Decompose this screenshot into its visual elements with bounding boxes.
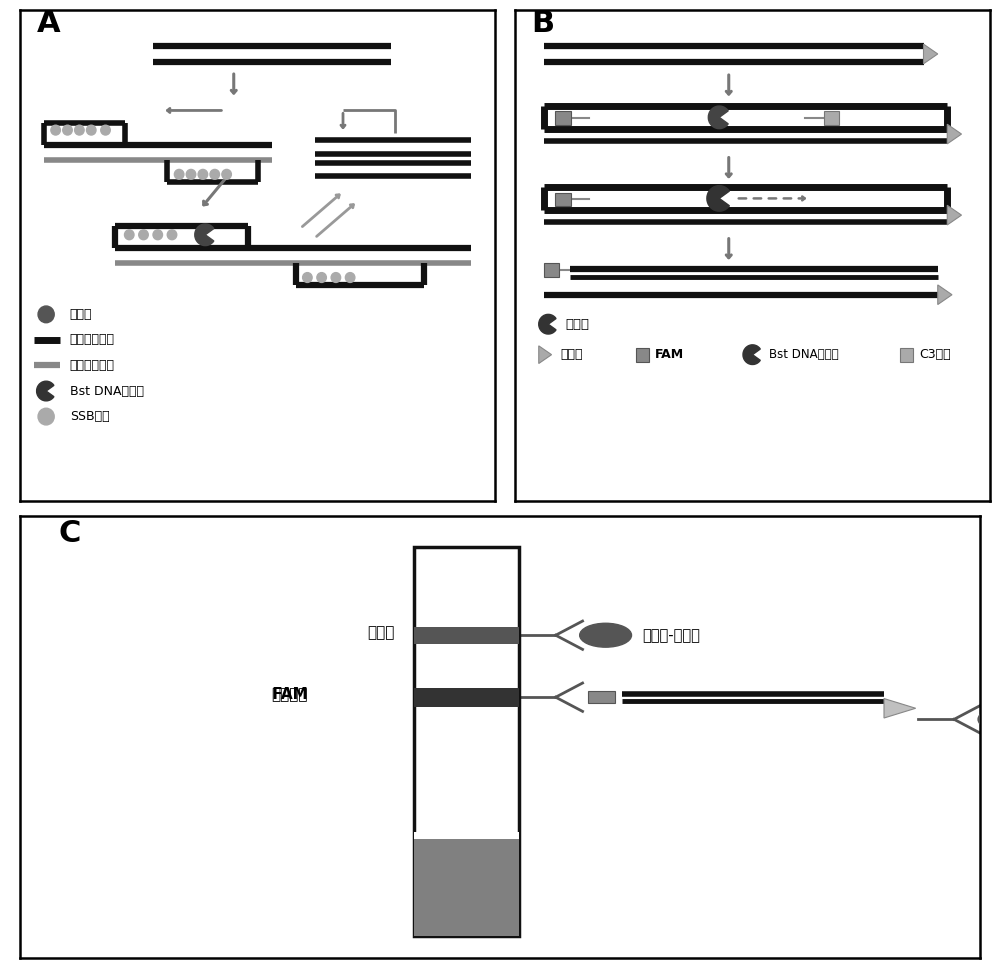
Text: 重组酶: 重组酶 [70,307,92,321]
Text: C: C [58,520,81,548]
Text: FAM: FAM [655,348,684,361]
Circle shape [210,169,219,179]
Circle shape [75,126,84,135]
Wedge shape [195,224,214,245]
Circle shape [153,230,162,239]
Circle shape [124,230,134,239]
Polygon shape [947,205,962,225]
Text: 上游通用引物: 上游通用引物 [70,334,115,346]
Wedge shape [743,344,760,365]
Wedge shape [539,314,556,334]
Bar [414,839,519,936]
Circle shape [167,230,177,239]
Text: C3封闭: C3封闭 [919,348,950,361]
Circle shape [174,169,184,179]
Circle shape [198,169,208,179]
Text: Bst DNA聚合酶: Bst DNA聚合酶 [769,348,839,361]
Circle shape [139,230,148,239]
Polygon shape [539,345,552,364]
Wedge shape [37,381,54,401]
Circle shape [345,272,355,282]
Text: 亲和素-胶体金: 亲和素-胶体金 [642,628,700,643]
Polygon shape [924,44,938,64]
Bar [555,112,571,126]
Circle shape [303,272,312,282]
Circle shape [331,272,341,282]
Circle shape [317,272,326,282]
Text: 质控线: 质控线 [367,626,394,640]
Text: A: A [37,9,60,38]
Bar [414,688,519,706]
Text: SSB蛋白: SSB蛋白 [70,410,110,423]
Circle shape [38,306,54,323]
Bar [824,112,839,126]
Wedge shape [708,106,728,128]
Wedge shape [707,186,729,211]
Bar [414,832,519,839]
Circle shape [63,126,72,135]
Bar [636,347,649,362]
Circle shape [51,126,60,135]
Circle shape [580,624,632,647]
Bar [414,627,519,643]
Bar [544,263,559,276]
Text: 生物素: 生物素 [560,348,583,361]
Circle shape [978,707,1000,732]
Text: 下游通用引物: 下游通用引物 [70,359,115,372]
Polygon shape [884,699,916,718]
Circle shape [186,169,196,179]
Text: B: B [532,9,555,38]
Bar [414,547,519,936]
Text: 修复酶: 修复酶 [565,318,589,331]
Circle shape [87,126,96,135]
Bar [900,347,913,362]
Bar [555,193,571,206]
Circle shape [38,409,54,425]
Text: 检测线：: 检测线： [272,688,308,703]
Circle shape [222,169,231,179]
Bar [588,691,615,703]
Circle shape [101,126,110,135]
Polygon shape [938,285,952,305]
Text: Bst DNA聚合酶: Bst DNA聚合酶 [70,384,144,398]
Text: FAM: FAM [246,688,308,703]
Polygon shape [947,125,962,144]
